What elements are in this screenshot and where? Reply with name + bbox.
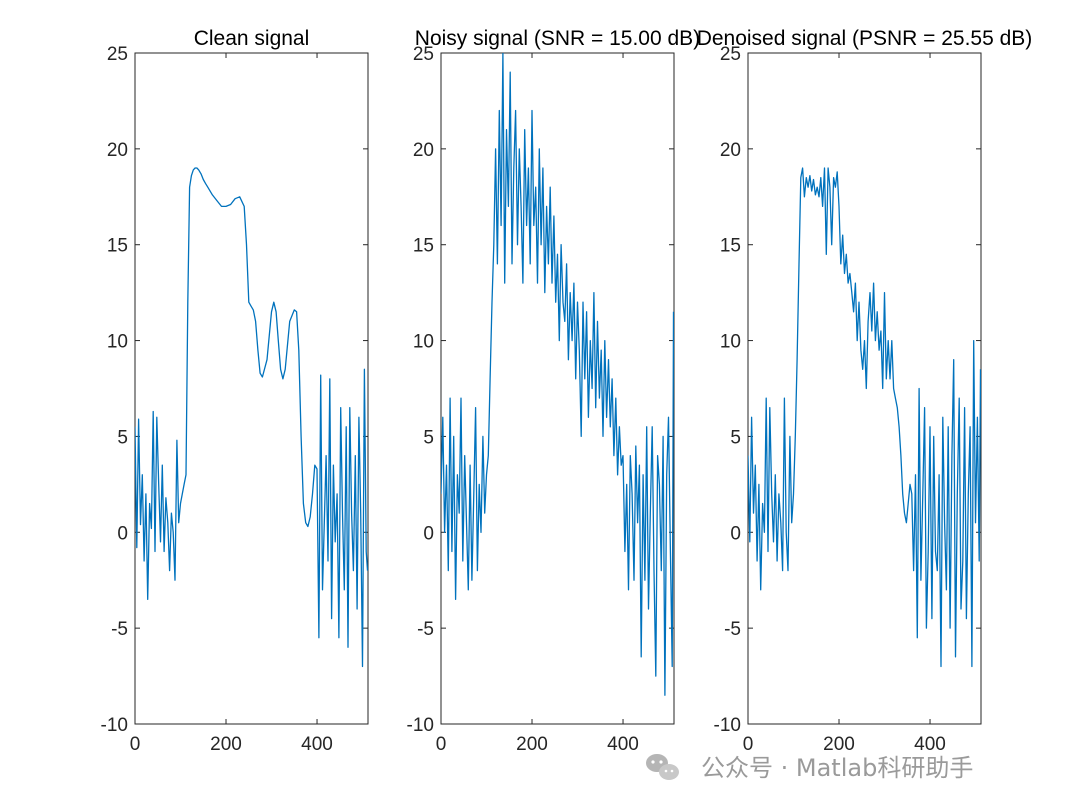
chart-title: Denoised signal (PSNR = 25.55 dB) (697, 27, 1033, 50)
y-tick-label: -5 (417, 619, 434, 640)
y-tick-label: 5 (730, 427, 741, 448)
x-tick-label: 400 (914, 734, 946, 755)
x-tick-label: 400 (607, 734, 639, 755)
x-tick-label: 0 (743, 734, 754, 755)
x-tick-label: 0 (130, 734, 141, 755)
y-tick-label: 0 (423, 523, 434, 544)
y-tick-label: 15 (720, 236, 741, 257)
y-tick-label: 25 (720, 44, 741, 65)
axes-1: -10 -5 0 5 10 15 20 25 0 200 400 Clean signal (101, 27, 369, 755)
chart-title: Clean signal (194, 27, 310, 50)
y-tick-label: 5 (117, 427, 128, 448)
y-tick-label: 10 (720, 332, 741, 353)
x-tick-label: 200 (210, 734, 242, 755)
wechat-logo-icon (646, 754, 679, 780)
series-line-1 (135, 167, 368, 668)
y-tick-label: 15 (413, 236, 434, 257)
axes-box (134, 52, 369, 725)
axes-2: -10 -5 0 5 10 15 20 25 0 200 400 Noisy signal (SNR … (407, 27, 701, 755)
series-line-1 (748, 167, 981, 668)
y-tick-label: 20 (107, 140, 128, 161)
chart-title: Noisy signal (SNR = 15.00 dB) (415, 27, 700, 50)
x-tick-label: 200 (516, 734, 548, 755)
y-tick-label: -10 (101, 715, 128, 736)
y-tick-label: 15 (107, 236, 128, 257)
series-line-1 (441, 53, 674, 696)
y-tick-label: 10 (107, 332, 128, 353)
x-tick-label: 0 (436, 734, 447, 755)
watermark-text: 公众号 · Matlab科研助手 (701, 754, 973, 782)
y-tick-label: 25 (413, 44, 434, 65)
x-tick-label: 400 (301, 734, 333, 755)
axes-3: -10 -5 0 5 10 15 20 25 0 200 400 Denoised signal (P… (697, 27, 1033, 755)
y-tick-label: 20 (720, 140, 741, 161)
y-tick-label: 5 (423, 427, 434, 448)
y-tick-label: 25 (107, 44, 128, 65)
y-tick-label: -5 (111, 619, 128, 640)
y-tick-label: 10 (413, 332, 434, 353)
x-tick-label: 200 (823, 734, 855, 755)
watermark: 公众号 · Matlab科研助手 (646, 754, 973, 782)
axes-box (440, 52, 675, 725)
y-tick-label: -10 (407, 715, 434, 736)
y-tick-label: 20 (413, 140, 434, 161)
y-tick-label: -5 (724, 619, 741, 640)
y-tick-label: 0 (117, 523, 128, 544)
y-tick-label: -10 (714, 715, 741, 736)
y-tick-label: 0 (730, 523, 741, 544)
